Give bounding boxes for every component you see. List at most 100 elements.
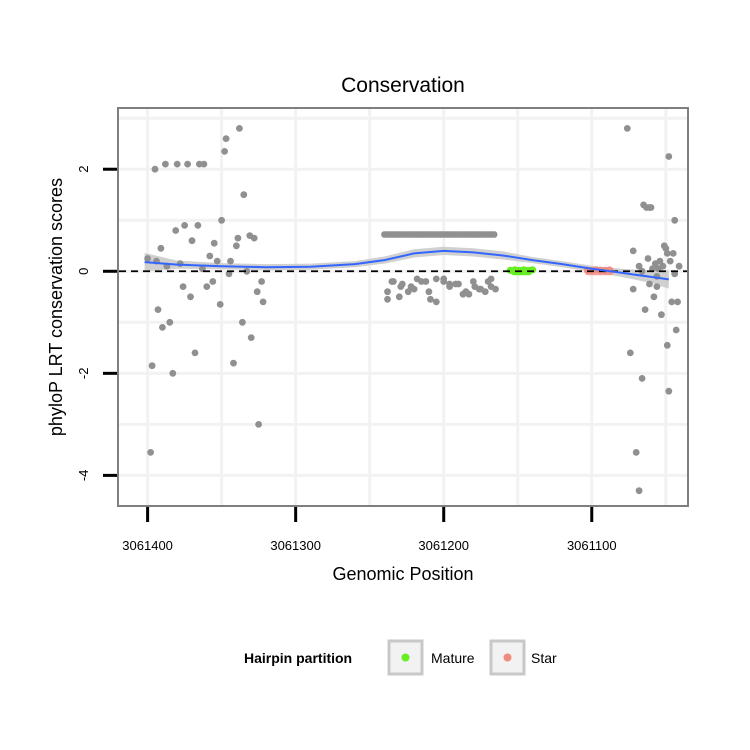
- data-point: [413, 275, 421, 283]
- data-point: [653, 283, 661, 290]
- data-point: [169, 369, 177, 377]
- data-point: [629, 247, 637, 255]
- data-point: [144, 255, 152, 262]
- data-point: [172, 227, 180, 234]
- y-tick-label: 0: [76, 268, 91, 275]
- data-point: [200, 160, 208, 168]
- data-point: [638, 267, 646, 275]
- data-point: [663, 250, 671, 257]
- data-point: [407, 283, 415, 290]
- data-point: [404, 288, 412, 296]
- data-point: [674, 298, 681, 306]
- data-point: [647, 204, 655, 211]
- data-point: [668, 298, 676, 306]
- data-point: [446, 280, 453, 288]
- data-point: [638, 375, 646, 382]
- data-points: [144, 124, 683, 495]
- data-point: [669, 250, 677, 257]
- data-point: [239, 318, 246, 326]
- data-point: [222, 135, 230, 143]
- data-point: [173, 160, 181, 168]
- data-point: [452, 280, 459, 288]
- data-point: [194, 222, 202, 229]
- x-axis: 3061400 3061300 3061200 3061100: [122, 507, 617, 553]
- data-point: [632, 449, 640, 456]
- data-point: [203, 283, 211, 290]
- x-tick-label: 3061200: [418, 538, 469, 553]
- data-point: [154, 306, 162, 313]
- y-tick-label: 2: [76, 166, 91, 173]
- data-point: [188, 237, 196, 245]
- mature-point: [528, 266, 537, 274]
- data-point: [388, 278, 396, 285]
- data-point: [623, 124, 631, 132]
- data-point: [243, 267, 251, 275]
- data-point: [247, 334, 255, 341]
- data-point: [384, 295, 391, 303]
- data-point: [432, 298, 440, 306]
- data-point: [176, 260, 184, 267]
- data-point: [206, 252, 214, 260]
- data-point: [233, 242, 240, 250]
- data-point: [147, 449, 155, 456]
- data-point: [490, 231, 498, 238]
- data-point: [629, 285, 637, 293]
- data-point: [487, 275, 495, 283]
- plot-panel-border: [117, 107, 689, 507]
- data-point: [650, 293, 658, 301]
- data-point: [492, 285, 499, 293]
- data-point: [221, 148, 229, 155]
- data-point: [258, 278, 265, 285]
- y-tick-label: -4: [76, 470, 91, 482]
- data-point: [395, 293, 403, 301]
- data-point: [662, 244, 670, 252]
- data-point: [671, 216, 679, 224]
- data-point: [384, 288, 391, 296]
- data-point: [209, 278, 217, 285]
- legend-star-dot: [503, 653, 512, 662]
- data-point: [646, 280, 653, 288]
- data-point: [425, 288, 433, 296]
- x-tick-label: 3061300: [270, 538, 321, 553]
- data-point: [475, 285, 483, 293]
- data-point: [240, 191, 248, 199]
- data-point: [427, 295, 434, 303]
- smooth-line: [144, 249, 669, 281]
- x-tick-label: 3061100: [567, 538, 617, 553]
- smooth-trend-line: [144, 249, 669, 281]
- data-point: [665, 153, 673, 160]
- legend-label-mature: Mature: [431, 650, 475, 666]
- data-point: [658, 311, 665, 319]
- data-point: [253, 288, 261, 296]
- data-point: [259, 298, 267, 306]
- data-point: [459, 290, 467, 298]
- data-point: [675, 262, 683, 270]
- legend-mature-dot: [401, 653, 410, 662]
- data-point: [213, 257, 221, 265]
- data-point: [184, 160, 192, 168]
- legend-title: Hairpin partition: [244, 650, 352, 666]
- plot-panel: [117, 107, 689, 507]
- y-axis-title: phyloP LRT conservation scores: [46, 178, 66, 436]
- data-point: [465, 290, 473, 298]
- data-point: [218, 216, 226, 224]
- data-point: [644, 255, 652, 262]
- data-point: [236, 124, 243, 132]
- data-point: [255, 421, 262, 428]
- data-point: [179, 283, 187, 290]
- data-point: [148, 362, 156, 370]
- data-point: [672, 326, 680, 334]
- grid-lines: [119, 109, 687, 505]
- data-point: [469, 278, 477, 285]
- data-point: [440, 275, 448, 283]
- legend-key-star: [489, 639, 526, 676]
- data-point: [210, 239, 218, 247]
- data-point: [166, 318, 174, 326]
- data-point: [432, 275, 440, 283]
- data-point: [191, 349, 199, 357]
- data-point: [659, 262, 667, 270]
- legend-label-star: Star: [531, 650, 557, 666]
- data-point: [181, 222, 189, 229]
- x-axis-title: Genomic Position: [332, 564, 473, 584]
- data-point: [666, 257, 674, 265]
